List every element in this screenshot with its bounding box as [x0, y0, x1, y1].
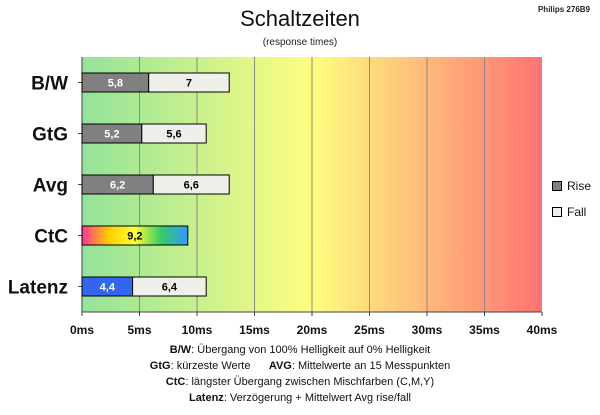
- x-tick-label: 35ms: [469, 323, 500, 337]
- x-tick-label: 10ms: [182, 323, 213, 337]
- bar-fall-avg: [152, 174, 230, 195]
- plot-area: 0ms 5ms 10ms 15ms 20ms 25ms 30ms 35ms 40ms B/W 5,8…: [8, 57, 558, 337]
- data-label-rise-latenz: 4,4: [100, 282, 116, 294]
- x-tick-label: 20ms: [297, 323, 328, 337]
- note-ctc-text: : längster Übergang zwischen Mischfarben…: [185, 376, 435, 388]
- legend-swatch-fall: [552, 207, 562, 217]
- data-label-rise-gtg: 5,2: [104, 129, 119, 141]
- legend-label-fall: Fall: [567, 205, 587, 219]
- data-label-fall-latenz: 6,4: [162, 282, 178, 294]
- note-latenz-key: Latenz: [188, 392, 224, 404]
- category-label-bw: B/W: [31, 74, 68, 95]
- bar-ctc: [81, 225, 189, 246]
- category-label-gtg: GtG: [32, 125, 68, 146]
- chart-subtitle: (response times): [262, 37, 338, 48]
- note-bw: B/W: Übergang von 100% Helligkeit auf 0%…: [0, 342, 600, 358]
- note-bw-key: B/W: [169, 344, 192, 356]
- x-tick-label: 5ms: [127, 323, 151, 337]
- data-label-fall-bw: 7: [186, 78, 192, 90]
- legend-label-rise: Rise: [567, 179, 592, 193]
- x-tick-label: 40ms: [527, 323, 558, 337]
- note-bw-text: : Übergang von 100% Helligkeit auf 0% He…: [191, 344, 431, 356]
- category-label-avg: Avg: [33, 176, 68, 197]
- monitor-model-label: Philips 276B9: [537, 5, 590, 14]
- x-tick-label: 0ms: [70, 323, 94, 337]
- data-label-fall-gtg: 5,6: [166, 129, 181, 141]
- data-label-fall-avg: 6,6: [184, 180, 199, 192]
- category-label-ctc: CtC: [34, 227, 68, 248]
- data-label-rise-avg: 6,2: [110, 180, 125, 192]
- bar-fall-gtg: [141, 123, 207, 144]
- note-latenz-text: : Verzögerung + Mittelwert Avg rise/fall: [223, 392, 412, 404]
- note-avg-key: AVG: [268, 360, 292, 372]
- chart-notes: B/W: Übergang von 100% Helligkeit auf 0%…: [0, 342, 600, 406]
- legend-swatch-rise: [552, 181, 562, 191]
- note-gtg-avg: GtG: kürzeste Werte AVG: Mittelwerte an …: [0, 358, 600, 374]
- x-tick-label: 15ms: [239, 323, 270, 337]
- bar-fall-bw: [148, 72, 230, 93]
- bar-fall-latenz: [132, 276, 207, 297]
- note-ctc-key: CtC: [165, 376, 186, 388]
- chart-title: Schaltzeiten: [240, 6, 360, 31]
- data-label-ctc: 9,2: [127, 231, 142, 243]
- data-label-rise-bw: 5,8: [108, 78, 123, 90]
- note-latenz: Latenz: Verzögerung + Mittelwert Avg ris…: [0, 390, 600, 406]
- x-tick-label: 25ms: [354, 323, 385, 337]
- category-label-latenz: Latenz: [8, 278, 68, 299]
- note-gtg-key: GtG: [149, 360, 171, 372]
- note-ctc: CtC: längster Übergang zwischen Mischfar…: [0, 374, 600, 390]
- note-avg-text: : Mittelwerte an 15 Messpunkten: [291, 360, 451, 372]
- note-gtg-text: : kürzeste Werte: [170, 360, 251, 372]
- x-tick-label: 30ms: [412, 323, 443, 337]
